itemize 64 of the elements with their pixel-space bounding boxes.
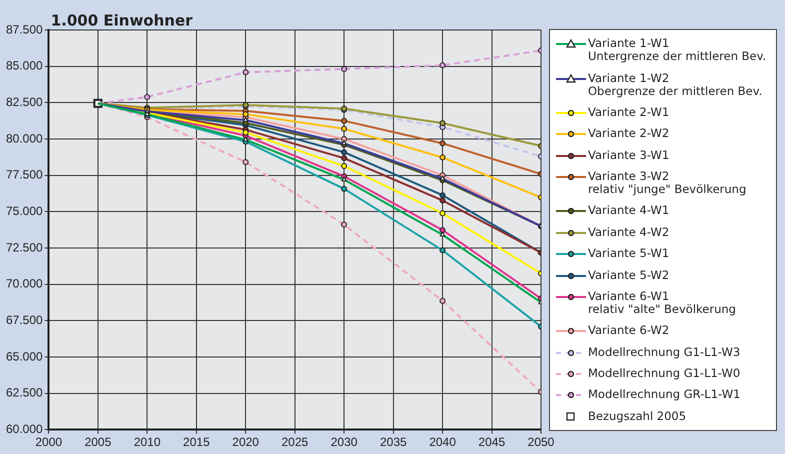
point xyxy=(440,62,446,68)
point xyxy=(440,247,446,254)
point xyxy=(440,210,446,216)
y-tick-label: 85.000 xyxy=(6,58,44,73)
y-tick-label: 62.500 xyxy=(6,386,44,400)
point xyxy=(440,154,446,160)
point xyxy=(440,120,446,126)
point xyxy=(242,111,249,118)
y-tick-label: 80.000 xyxy=(6,131,44,146)
x-tick-label: 2040 xyxy=(429,435,456,450)
legend-label: Variante 3-W2 relativ "junge" Bevölkerung xyxy=(588,169,746,196)
y-tick-label: 60.000 xyxy=(6,422,44,436)
point xyxy=(341,155,348,162)
point xyxy=(341,66,348,72)
point xyxy=(341,126,348,132)
y-tick-label: 67.500 xyxy=(6,312,44,327)
x-tick-label: 2025 xyxy=(282,435,309,450)
legend-label: Modellrechnung G1-L1-W3 xyxy=(588,344,740,359)
legend-label: Variante 1-W1 Untergrenze der mittleren Bev. xyxy=(588,36,766,64)
y-tick-label: 87.500 xyxy=(6,22,44,36)
x-tick-label: 2000 xyxy=(35,435,62,450)
point xyxy=(341,186,348,192)
legend-label: Variante 3-W1 xyxy=(588,148,670,162)
point xyxy=(242,159,249,166)
x-tick-label: 2030 xyxy=(330,435,358,450)
point xyxy=(242,69,249,76)
y-tick-label: 77.500 xyxy=(6,168,44,182)
x-tick-label: 2010 xyxy=(134,435,161,450)
x-tick-label: 2020 xyxy=(232,435,260,450)
point xyxy=(341,163,348,170)
point xyxy=(440,227,446,234)
point xyxy=(440,140,446,146)
y-tick-label: 70.000 xyxy=(6,276,44,291)
x-tick-label: 2045 xyxy=(478,435,506,450)
point xyxy=(440,192,446,198)
point xyxy=(341,118,348,124)
x-tick-label: 2050 xyxy=(528,435,555,450)
legend-label: Modellrechnung G1-L1-W0 xyxy=(588,366,740,380)
legend-label: Variante 4-W2 xyxy=(588,224,670,239)
legend-label: Variante 5-W1 xyxy=(588,246,670,260)
y-tick-label: 75.000 xyxy=(6,204,44,218)
y-tick-label: 82.500 xyxy=(6,94,44,109)
y-tick-label: 72.500 xyxy=(6,240,44,254)
legend-label: Variante 4-W1 xyxy=(588,203,670,218)
x-tick-label: 2005 xyxy=(84,435,112,450)
legend-label: Variante 2-W2 xyxy=(588,126,670,140)
legend-label: Variante 6-W1 relativ "alte" Bevölkerung xyxy=(588,288,736,316)
point xyxy=(242,129,249,136)
legend-label: Modellrechnung GR-L1-W1 xyxy=(588,387,740,402)
point xyxy=(144,94,150,100)
legend-label: Bezugszahl 2005 xyxy=(588,408,686,423)
y-tick-label: 65.000 xyxy=(6,349,44,364)
legend-label: Variante 2-W1 xyxy=(588,104,670,119)
point xyxy=(341,222,348,228)
legend-label: Variante 5-W2 xyxy=(588,268,670,282)
point xyxy=(440,298,446,304)
chart-title: 1.000 Einwohner xyxy=(50,11,194,30)
point xyxy=(341,136,348,142)
legend-label: Variante 1-W2 Obergrenze der mittleren Bev. xyxy=(588,70,762,98)
legend-label: Variante 6-W2 xyxy=(588,323,670,338)
point xyxy=(440,197,446,204)
x-tick-label: 2015 xyxy=(183,435,210,450)
x-tick-label: 2035 xyxy=(380,435,407,450)
point xyxy=(341,149,348,156)
